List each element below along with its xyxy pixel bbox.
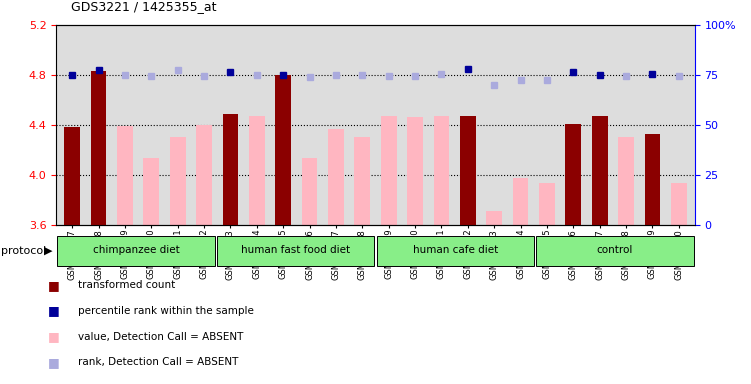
Text: control: control — [597, 245, 633, 255]
Bar — [539, 184, 555, 225]
Bar — [433, 116, 449, 225]
Bar — [328, 129, 344, 225]
Text: ■: ■ — [48, 356, 60, 369]
Text: GDS3221 / 1425355_at: GDS3221 / 1425355_at — [71, 0, 217, 13]
Bar — [407, 118, 423, 225]
Text: ■: ■ — [48, 330, 60, 343]
Bar — [644, 134, 660, 225]
Text: protocol: protocol — [1, 245, 46, 256]
Bar — [618, 137, 634, 225]
Bar — [196, 125, 212, 225]
Bar — [354, 137, 370, 225]
Bar — [592, 116, 608, 225]
Bar — [276, 75, 291, 225]
Bar — [302, 159, 318, 225]
Text: human fast food diet: human fast food diet — [241, 245, 350, 255]
Text: transformed count: transformed count — [78, 280, 175, 290]
Bar — [671, 184, 686, 225]
Text: percentile rank within the sample: percentile rank within the sample — [78, 306, 254, 316]
Bar — [487, 211, 502, 225]
Text: ▶: ▶ — [44, 245, 52, 256]
Bar — [143, 159, 159, 225]
Bar — [91, 71, 107, 225]
Bar — [536, 235, 694, 266]
Bar — [376, 235, 534, 266]
Text: ■: ■ — [48, 305, 60, 318]
Bar — [566, 124, 581, 225]
Text: value, Detection Call = ABSENT: value, Detection Call = ABSENT — [78, 332, 243, 342]
Bar — [460, 116, 475, 225]
Text: human cafe diet: human cafe diet — [412, 245, 498, 255]
Bar — [381, 116, 397, 225]
Bar — [65, 127, 80, 225]
Bar — [57, 235, 215, 266]
Bar — [513, 179, 529, 225]
Text: chimpanzee diet: chimpanzee diet — [92, 245, 179, 255]
Bar — [117, 126, 133, 225]
Bar — [249, 116, 264, 225]
Bar — [170, 137, 185, 225]
Text: ■: ■ — [48, 278, 60, 291]
Bar — [222, 114, 238, 225]
Text: rank, Detection Call = ABSENT: rank, Detection Call = ABSENT — [78, 358, 238, 367]
Bar — [217, 235, 375, 266]
